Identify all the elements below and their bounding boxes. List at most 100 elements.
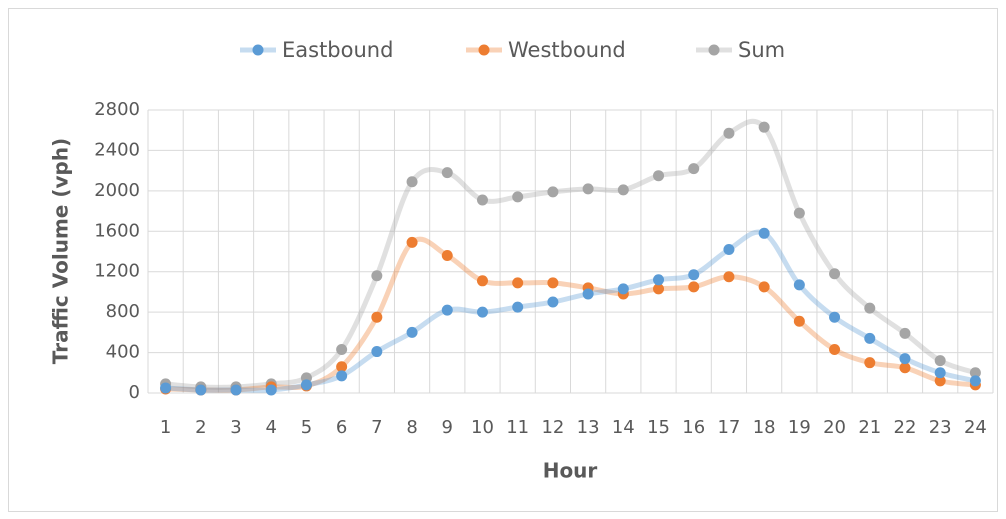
x-tick-label: 11 [506, 417, 529, 438]
x-tick-label: 17 [717, 417, 740, 438]
y-tick-label: 800 [106, 301, 140, 322]
data-point [653, 283, 665, 295]
legend-marker [478, 44, 490, 56]
x-tick-label: 6 [336, 417, 347, 438]
data-point [512, 277, 524, 289]
x-tick-label: 2 [195, 417, 206, 438]
data-point [864, 332, 876, 344]
legend-label: Eastbound [282, 38, 393, 62]
x-tick-label: 18 [753, 417, 776, 438]
x-tick-label: 5 [301, 417, 312, 438]
data-point [899, 327, 911, 339]
data-point [406, 236, 418, 248]
data-point [441, 304, 453, 316]
data-point [829, 344, 841, 356]
data-point [230, 384, 242, 396]
data-point [547, 296, 559, 308]
data-point [899, 362, 911, 374]
x-tick-label: 24 [964, 417, 987, 438]
x-tick-label: 16 [682, 417, 705, 438]
data-point [160, 382, 172, 394]
legend-label: Sum [738, 38, 785, 62]
data-point [476, 275, 488, 287]
data-point [934, 375, 946, 387]
x-tick-label: 23 [929, 417, 952, 438]
y-tick-label: 1600 [94, 220, 140, 241]
data-point [336, 344, 348, 356]
y-tick-label: 2000 [94, 180, 140, 201]
data-point [617, 184, 629, 196]
data-point [969, 367, 981, 379]
legend-label: Westbound [508, 38, 626, 62]
y-axis-title: Traffic Volume (vph) [49, 138, 73, 364]
x-tick-label: 21 [858, 417, 881, 438]
data-point [653, 274, 665, 286]
data-point [582, 288, 594, 300]
data-point [406, 326, 418, 338]
x-tick-label: 10 [471, 417, 494, 438]
data-point [371, 346, 383, 358]
x-tick-label: 1 [160, 417, 171, 438]
data-point [793, 279, 805, 291]
y-tick-label: 0 [129, 382, 140, 403]
data-point [758, 227, 770, 239]
data-point [864, 357, 876, 369]
data-point [547, 186, 559, 198]
data-point [617, 283, 629, 295]
data-point [829, 311, 841, 323]
data-point [899, 353, 911, 365]
x-tick-label: 9 [442, 417, 453, 438]
data-point [547, 277, 559, 289]
data-point [934, 355, 946, 367]
legend-marker [252, 44, 264, 56]
data-point [688, 281, 700, 293]
data-point [793, 315, 805, 327]
data-point [336, 370, 348, 382]
data-point [934, 367, 946, 379]
data-point [829, 268, 841, 280]
y-tick-label: 2800 [94, 99, 140, 120]
y-tick-label: 1200 [94, 261, 140, 282]
data-point [371, 270, 383, 282]
data-point [371, 311, 383, 323]
y-tick-label: 400 [106, 342, 140, 363]
data-point [406, 176, 418, 188]
y-tick-label: 2400 [94, 139, 140, 160]
data-point [512, 301, 524, 313]
data-point [441, 167, 453, 179]
data-point [512, 191, 524, 203]
data-point [758, 121, 770, 133]
data-point [582, 183, 594, 195]
x-tick-label: 12 [541, 417, 564, 438]
legend-marker [708, 44, 720, 56]
chart-border [8, 8, 998, 512]
data-point [688, 269, 700, 281]
x-tick-label: 8 [406, 417, 417, 438]
x-tick-label: 15 [647, 417, 670, 438]
data-point [265, 384, 277, 396]
data-point [441, 250, 453, 262]
x-tick-label: 7 [371, 417, 382, 438]
data-point [300, 379, 312, 391]
data-point [476, 306, 488, 318]
data-point [969, 375, 981, 387]
x-axis-title: Hour [543, 459, 598, 483]
data-point [336, 361, 348, 373]
x-tick-label: 14 [612, 417, 635, 438]
data-point [688, 163, 700, 175]
data-point [864, 302, 876, 314]
data-point [653, 170, 665, 182]
data-point [195, 384, 207, 396]
x-tick-label: 4 [266, 417, 277, 438]
data-point [793, 207, 805, 219]
data-point [723, 127, 735, 139]
data-point [723, 243, 735, 255]
data-point [723, 271, 735, 283]
x-tick-label: 13 [577, 417, 600, 438]
x-tick-label: 3 [230, 417, 241, 438]
x-tick-label: 22 [894, 417, 917, 438]
data-point [758, 281, 770, 293]
x-tick-label: 20 [823, 417, 846, 438]
x-tick-label: 19 [788, 417, 811, 438]
